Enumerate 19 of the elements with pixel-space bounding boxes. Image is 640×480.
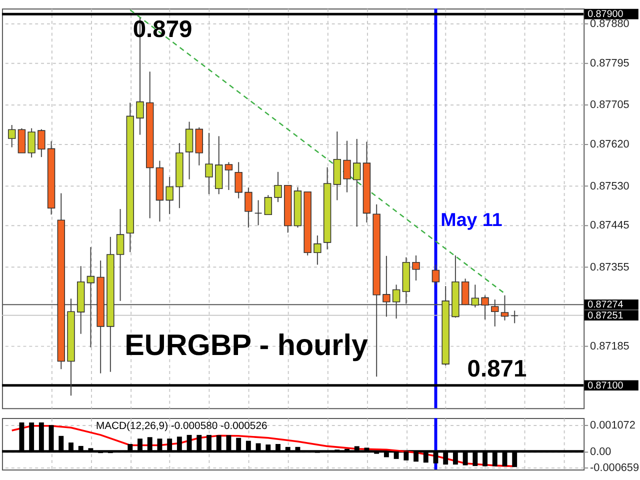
- text: EURGBP - hourly: [124, 329, 368, 362]
- y-tick-label: -0.000659: [590, 462, 640, 474]
- annotation: May 11: [440, 209, 502, 230]
- y-tick-label: 0.001072: [590, 420, 636, 432]
- chart-title: MACD(12,26,9) -0.000580 -0.000526: [96, 420, 268, 432]
- y-tick-label: 0.87355: [590, 262, 630, 274]
- annotation: 0.871: [467, 356, 527, 382]
- ref-line-label: 0.87251: [588, 310, 624, 322]
- y-tick-label: 0.87445: [590, 220, 630, 232]
- y-tick-label: 0.00: [590, 446, 612, 458]
- y-tick-label: 0.87530: [590, 180, 630, 192]
- y-tick-label: 0.87705: [590, 99, 630, 112]
- ref-line-label: 0.87100: [588, 380, 624, 392]
- y-tick-label: 0.87620: [590, 138, 630, 151]
- y-tick-label: 0.87880: [590, 18, 630, 30]
- ref-line-label: 0.87274: [588, 300, 624, 311]
- ref-line-label: 0.87900: [588, 9, 624, 20]
- y-tick-label: 0.87185: [590, 340, 630, 352]
- y-tick-label: 0.87795: [590, 57, 630, 70]
